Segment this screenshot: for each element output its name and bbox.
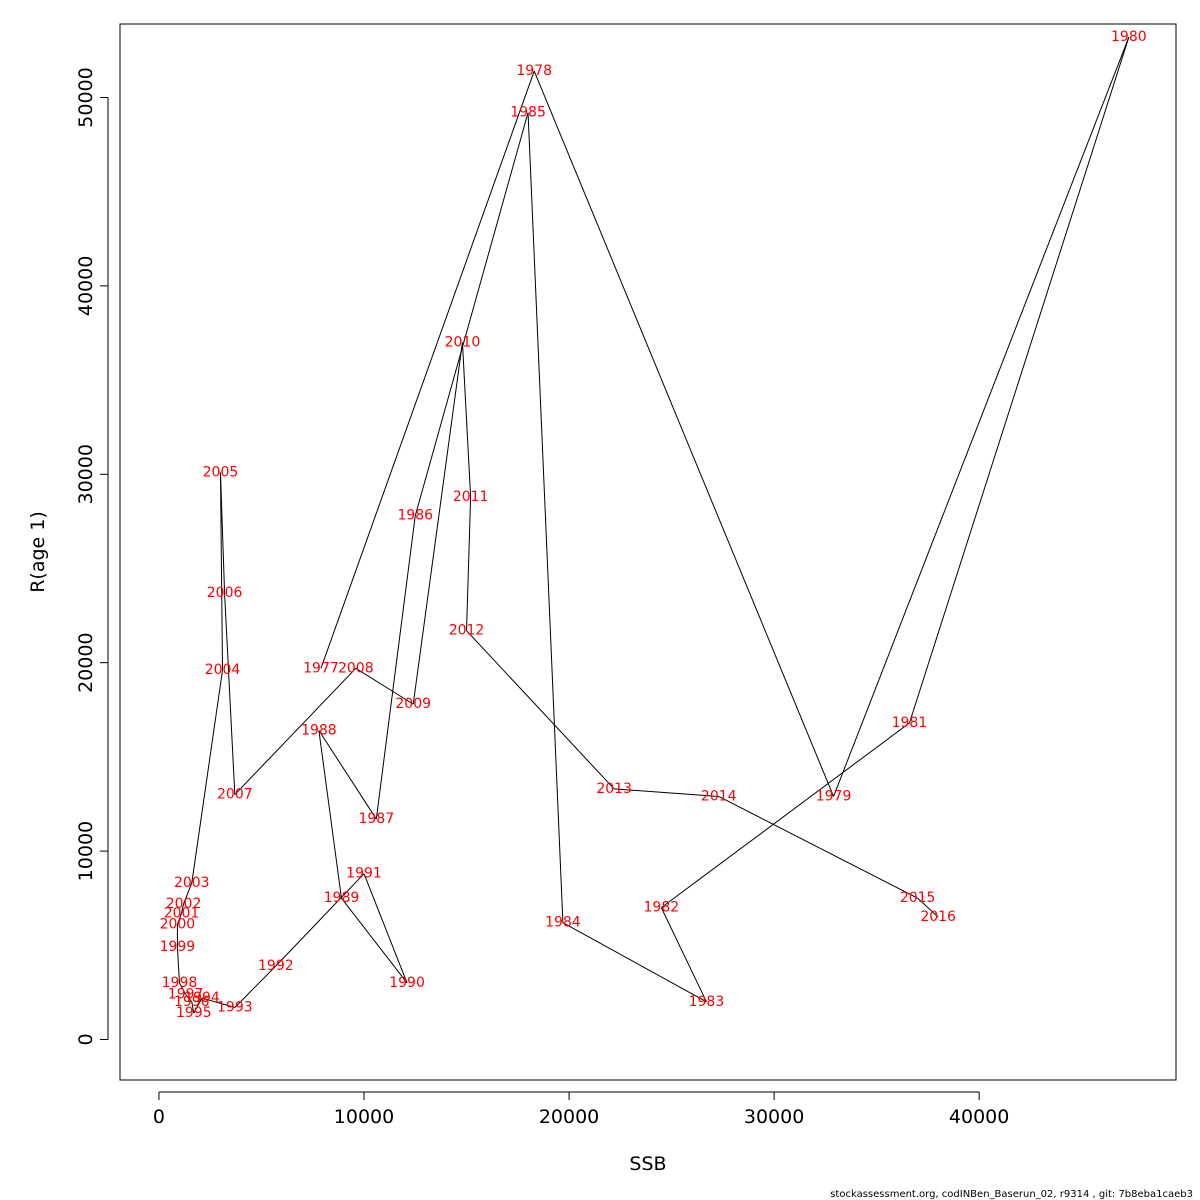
year-label-2002: 2002	[166, 896, 202, 912]
segment-1980-1981	[908, 37, 1130, 724]
segment-1998-1999	[176, 947, 180, 984]
segment-1992-1993	[234, 965, 277, 1008]
segment-2012-2013	[466, 630, 615, 790]
footer-credit: stockassessment.org, codINBen_Baserun_02…	[830, 1189, 1193, 1200]
year-label-2006: 2006	[207, 585, 243, 601]
segment-2009-2010	[412, 342, 463, 705]
trajectory-lines	[176, 37, 1130, 1014]
segment-1986-1987	[375, 515, 416, 820]
segment-1985-1986	[414, 112, 529, 516]
year-label-2014: 2014	[701, 788, 737, 804]
year-label-1997: 1997	[168, 986, 204, 1002]
year-label-2004: 2004	[205, 662, 241, 678]
year-label-1986: 1986	[397, 508, 433, 524]
segment-2001-2002	[181, 903, 185, 914]
x-tick-label-30000: 30000	[744, 1106, 804, 1128]
year-label-2007: 2007	[217, 787, 253, 803]
year-label-2015: 2015	[900, 890, 936, 906]
segment-1990-1991	[363, 873, 408, 984]
year-label-2011: 2011	[453, 489, 489, 505]
year-label-2016: 2016	[920, 909, 956, 925]
segment-1991-1992	[275, 873, 365, 967]
segment-1979-1980	[833, 37, 1130, 797]
year-label-2005: 2005	[203, 464, 239, 480]
year-label-1987: 1987	[358, 811, 394, 827]
segment-2013-2014	[614, 788, 719, 797]
year-label-1983: 1983	[689, 994, 725, 1010]
segment-1993-1994	[201, 997, 235, 1008]
segment-1989-1990	[341, 897, 408, 984]
segment-2015-2016	[917, 897, 939, 918]
year-label-1979: 1979	[816, 788, 852, 804]
year-label-1993: 1993	[217, 999, 253, 1015]
year-label-1982: 1982	[644, 900, 680, 916]
segment-2005-2006	[219, 472, 226, 593]
year-label-2008: 2008	[338, 660, 374, 676]
segment-2011-2012	[466, 496, 472, 631]
x-tick-label-10000: 10000	[334, 1106, 394, 1128]
y-axis-title: R(age 1)	[27, 511, 49, 593]
year-labels: 1977 1978 1979 1980 1981 1982 1983 1984 1985 1986…	[160, 29, 1147, 1021]
year-label-2013: 2013	[596, 781, 632, 797]
segment-1984-1985	[527, 112, 564, 923]
segment-2003-2004	[191, 670, 224, 884]
year-label-1980: 1980	[1111, 29, 1147, 45]
y-axis: 0 10000 20000 30000 40000 50000	[75, 67, 109, 1046]
year-label-2012: 2012	[449, 623, 485, 639]
segment-1983-1984	[562, 922, 707, 1003]
x-tick-label-40000: 40000	[949, 1106, 1009, 1128]
y-tick-label-20000: 20000	[75, 632, 97, 692]
segment-1982-1983	[660, 907, 707, 1003]
year-label-1988: 1988	[301, 723, 337, 739]
y-tick-label-50000: 50000	[75, 67, 97, 127]
y-tick-label-10000: 10000	[75, 821, 97, 881]
segment-1995-1996	[191, 1001, 195, 1014]
segment-1994-1995	[193, 997, 203, 1014]
year-label-1994: 1994	[184, 990, 220, 1006]
x-axis: 0 10000 20000 30000 40000	[153, 1091, 1009, 1128]
segment-1996-1997	[185, 993, 193, 1003]
year-label-1996: 1996	[174, 994, 210, 1010]
year-label-1995: 1995	[176, 1005, 212, 1021]
year-label-1984: 1984	[545, 915, 581, 931]
year-label-1978: 1978	[516, 63, 552, 79]
year-label-1999: 1999	[160, 939, 196, 955]
plot-frame	[119, 23, 1177, 1081]
segment-1987-1988	[318, 730, 377, 820]
segment-1981-1982	[661, 722, 910, 909]
year-label-2009: 2009	[395, 696, 431, 712]
segment-2004-2005	[219, 472, 224, 671]
segment-1988-1989	[318, 730, 342, 899]
year-label-2003: 2003	[174, 875, 210, 891]
segment-1997-1998	[179, 982, 187, 995]
segment-2010-2011	[461, 342, 472, 497]
year-label-1990: 1990	[389, 975, 425, 991]
year-label-1981: 1981	[892, 715, 928, 731]
year-label-1998: 1998	[162, 975, 198, 991]
x-tick-label-20000: 20000	[539, 1106, 599, 1128]
year-label-1977: 1977	[303, 660, 339, 676]
segment-2000-2001	[176, 913, 182, 925]
year-label-1989: 1989	[324, 890, 360, 906]
x-axis-title: SSB	[629, 1153, 666, 1175]
segment-1977-1978	[320, 70, 535, 669]
segment-2008-2009	[355, 667, 414, 705]
year-label-2010: 2010	[445, 334, 481, 350]
year-label-1985: 1985	[510, 105, 546, 121]
segment-2006-2007	[224, 592, 236, 795]
y-tick-label-0: 0	[75, 1033, 97, 1045]
segment-2002-2003	[183, 882, 193, 905]
y-tick-label-30000: 30000	[75, 444, 97, 504]
year-label-1991: 1991	[346, 866, 382, 882]
segment-1978-1979	[533, 70, 835, 797]
y-tick-label-40000: 40000	[75, 256, 97, 316]
year-label-2000: 2000	[160, 917, 196, 933]
x-tick-label-0: 0	[153, 1106, 165, 1128]
segment-2007-2008	[234, 667, 357, 795]
segment-2014-2015	[718, 796, 918, 899]
year-label-2001: 2001	[164, 905, 200, 921]
year-label-1992: 1992	[258, 958, 294, 974]
